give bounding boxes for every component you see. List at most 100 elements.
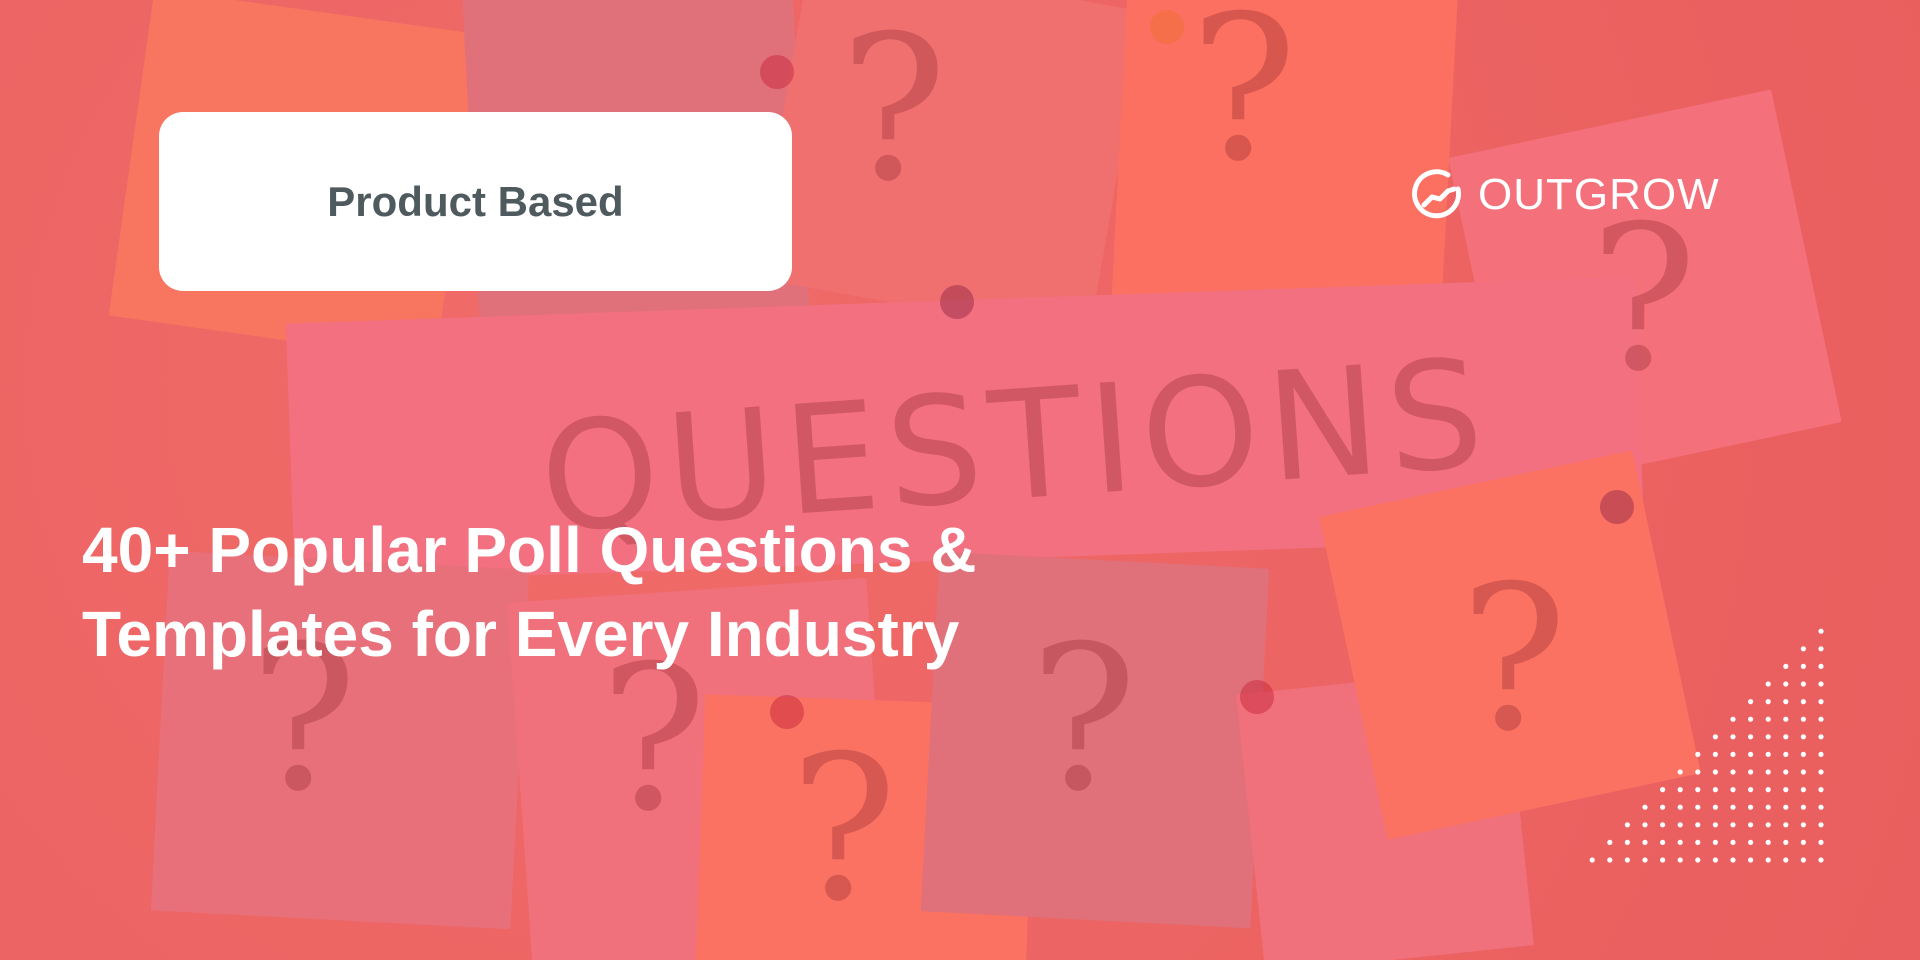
push-pin — [1150, 10, 1184, 44]
decor-dot — [1800, 822, 1806, 828]
decor-dot — [1660, 822, 1666, 828]
decor-dot — [1624, 857, 1630, 863]
decor-dot — [1765, 839, 1771, 846]
decor-dot — [1624, 822, 1630, 828]
decor-dot — [1765, 822, 1771, 828]
outgrow-logo-icon — [1412, 169, 1462, 219]
decor-dot — [1607, 857, 1613, 863]
decor-dot — [1730, 734, 1736, 740]
decor-dot — [1818, 751, 1824, 758]
outgrow-logo: OUTGROW — [1408, 167, 1720, 223]
push-pin — [770, 695, 804, 729]
decor-dot — [1800, 787, 1806, 793]
decor-dot — [1748, 751, 1754, 758]
decor-dot — [1748, 699, 1754, 705]
decor-dot — [1695, 787, 1701, 793]
decor-dot — [1660, 787, 1666, 793]
decor-dot — [1712, 787, 1718, 793]
decor-dot — [1695, 857, 1701, 863]
decor-dot — [1818, 646, 1824, 652]
decor-dot — [1695, 822, 1701, 828]
decor-dot — [1660, 804, 1666, 810]
decor-dot — [1695, 751, 1701, 758]
decor-dot — [1800, 716, 1806, 722]
decor-dot — [1695, 769, 1701, 775]
decor-dot — [1783, 699, 1789, 705]
decor-dot — [1765, 787, 1771, 793]
decor-dot — [1783, 857, 1789, 863]
decor-dot — [1800, 646, 1806, 652]
outgrow-logo-text: OUTGROW — [1478, 170, 1720, 219]
decor-dot — [1748, 804, 1754, 810]
decor-dot — [1818, 628, 1824, 634]
decor-dot — [1730, 716, 1736, 722]
decor-dot — [1730, 751, 1736, 758]
decor-dot — [1783, 822, 1789, 828]
decor-dot — [1642, 857, 1648, 863]
decor-dot — [1800, 663, 1806, 670]
decor-dot — [1765, 699, 1771, 705]
decor-dot — [1748, 787, 1754, 793]
decor-dot — [1800, 769, 1806, 775]
decor-dot — [1660, 839, 1666, 846]
decor-dot — [1765, 769, 1771, 775]
decor-dot — [1818, 804, 1824, 810]
decor-dot — [1818, 663, 1824, 670]
decor-dot — [1800, 857, 1806, 863]
decor-dot — [1712, 839, 1718, 846]
decor-dot — [1765, 751, 1771, 758]
decor-dot — [1748, 839, 1754, 846]
decor-dot — [1712, 769, 1718, 775]
decor-dot — [1800, 751, 1806, 758]
decor-dot — [1677, 769, 1683, 775]
category-badge-label: Product Based — [327, 177, 624, 225]
decor-dot — [1818, 716, 1824, 722]
push-pin — [1240, 680, 1274, 714]
decor-dot — [1748, 769, 1754, 775]
decor-dot — [1730, 857, 1736, 863]
decor-dot — [1607, 839, 1613, 846]
decor-dot — [1765, 716, 1771, 722]
decor-dot — [1800, 734, 1806, 740]
decor-dot — [1748, 716, 1754, 722]
decor-dot — [1818, 699, 1824, 705]
decor-dot — [1783, 804, 1789, 810]
decor-dot — [1712, 734, 1718, 740]
question-mark-drawing: ? — [1030, 603, 1138, 836]
decor-dot — [1730, 804, 1736, 810]
question-mark-drawing: ? — [1190, 0, 1298, 206]
headline-line-2: Templates for Every Industry — [82, 598, 960, 670]
decor-dot — [1765, 804, 1771, 810]
decor-dot — [1730, 769, 1736, 775]
decor-dot — [1712, 804, 1718, 810]
question-mark-drawing: ? — [600, 623, 708, 856]
decor-dot — [1624, 839, 1630, 846]
decor-dot — [1712, 822, 1718, 828]
decor-dot — [1783, 769, 1789, 775]
decor-dot — [1818, 822, 1824, 828]
decor-dot — [1748, 822, 1754, 828]
decor-dot — [1730, 822, 1736, 828]
decor-dot — [1765, 681, 1771, 687]
decor-dot — [1800, 699, 1806, 705]
decor-dot — [1695, 839, 1701, 846]
decor-dot — [1730, 787, 1736, 793]
push-pin — [940, 285, 974, 319]
decor-dot — [1783, 734, 1789, 740]
question-mark-drawing: ? — [1460, 543, 1568, 776]
question-mark-drawing: ? — [250, 603, 358, 836]
headline: 40+ Popular Poll Questions & Templates f… — [82, 508, 976, 676]
decor-dot — [1783, 663, 1789, 670]
headline-line-1: 40+ Popular Poll Questions & — [82, 514, 977, 586]
decor-dot — [1677, 822, 1683, 828]
decor-dot — [1642, 804, 1648, 810]
category-badge: Product Based — [159, 112, 792, 291]
decor-dot — [1712, 857, 1718, 863]
decor-dot — [1818, 681, 1824, 687]
decor-dot — [1677, 839, 1683, 846]
decor-dot — [1748, 857, 1754, 863]
decor-dot — [1730, 839, 1736, 846]
decor-dot — [1818, 839, 1824, 846]
